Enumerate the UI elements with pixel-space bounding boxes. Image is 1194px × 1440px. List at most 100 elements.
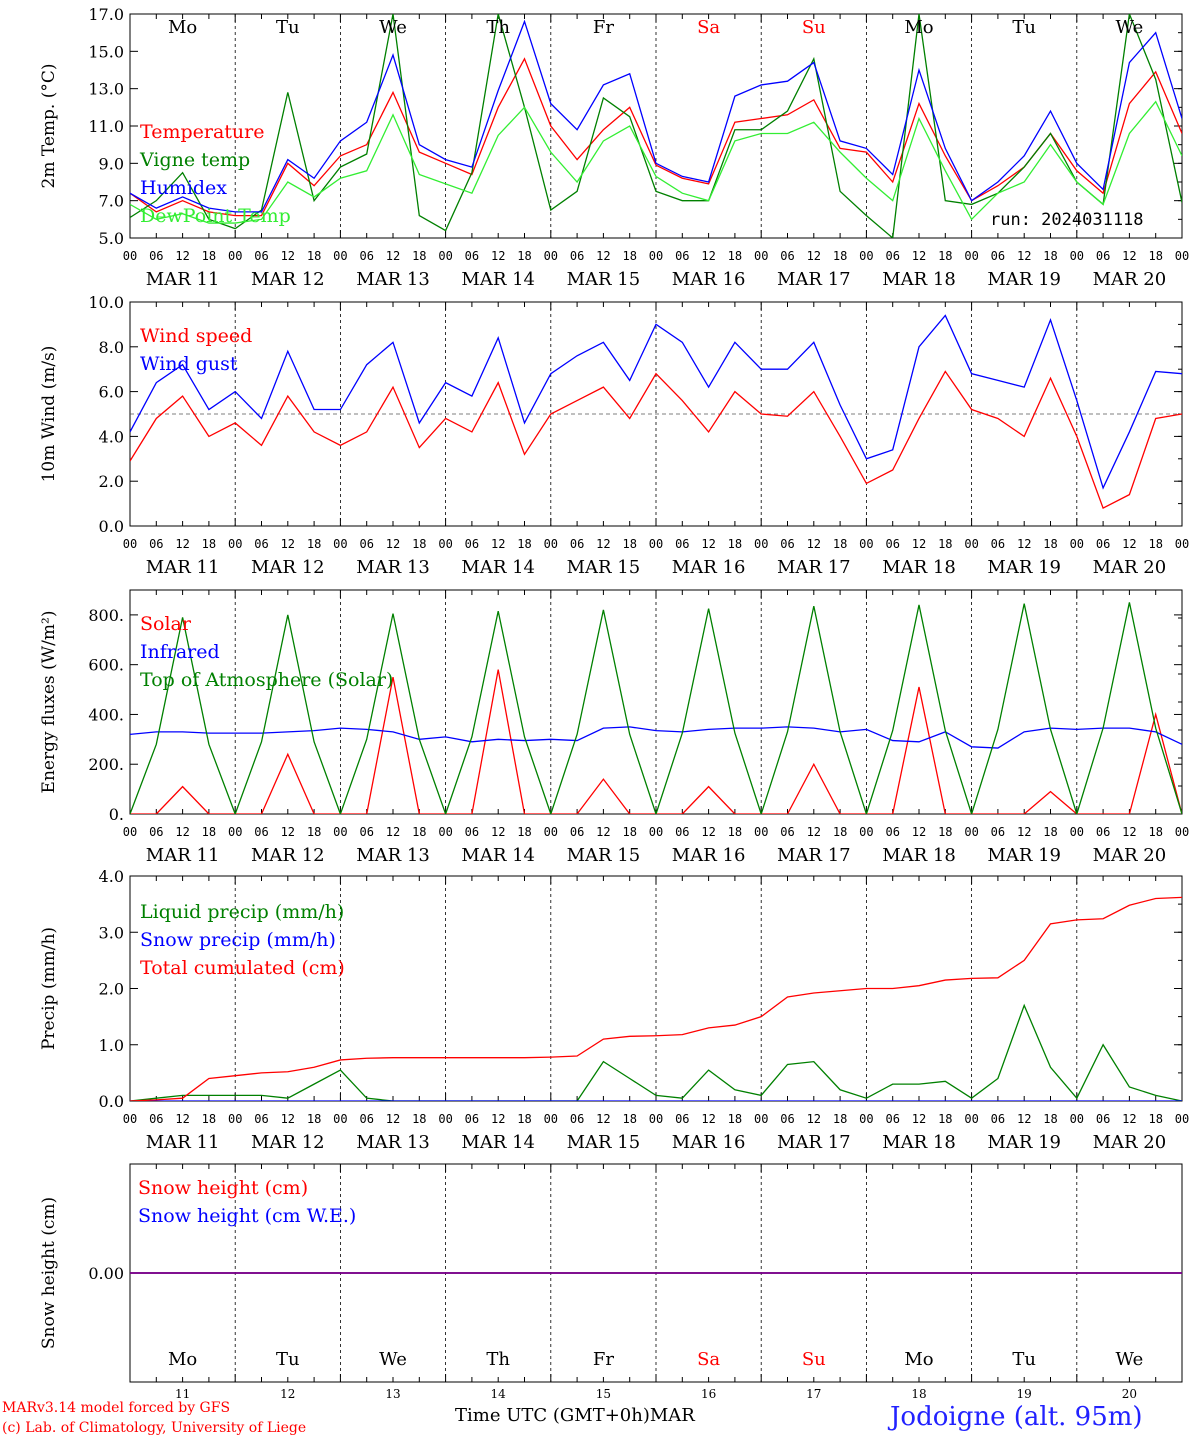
- series-line-1: [130, 57, 1182, 217]
- hour-tick-label: 18: [938, 537, 952, 551]
- hour-tick-label: 00: [333, 249, 347, 263]
- hour-tick-label: 00: [333, 1112, 347, 1126]
- hour-tick-label: 12: [491, 825, 505, 839]
- hour-tick-label: 06: [254, 249, 268, 263]
- hour-tick-label: 12: [1122, 249, 1136, 263]
- panel-2: [129, 301, 1183, 527]
- date-label: MAR 16: [672, 1132, 746, 1153]
- date-label: MAR 12: [251, 269, 325, 290]
- legend-entry: Temperature: [140, 121, 264, 143]
- hour-tick-label: 06: [254, 1112, 268, 1126]
- hour-tick-label: 00: [123, 537, 137, 551]
- hour-tick-label: 00: [649, 249, 663, 263]
- legend-entry: Infrared: [140, 641, 220, 663]
- hour-tick-label: 12: [807, 1112, 821, 1126]
- day-number: 18: [911, 1387, 926, 1401]
- hour-tick-label: 18: [938, 825, 952, 839]
- hour-tick-label: 06: [465, 249, 479, 263]
- hour-tick-label: 00: [438, 537, 452, 551]
- day-number: 17: [806, 1387, 821, 1401]
- day-of-week-top: We: [1116, 17, 1144, 38]
- hour-tick-label: 06: [991, 825, 1005, 839]
- hour-tick-label: 00: [859, 249, 873, 263]
- date-label: MAR 20: [1093, 845, 1167, 866]
- date-label: MAR 20: [1093, 557, 1167, 578]
- hour-tick-label: 00: [1070, 537, 1084, 551]
- day-number: 20: [1122, 1387, 1137, 1401]
- hour-tick-label: 00: [859, 825, 873, 839]
- hour-tick-label: 06: [1096, 1112, 1110, 1126]
- y-tick-label: 0.0: [99, 517, 124, 536]
- hour-tick-label: 18: [517, 825, 531, 839]
- date-label: MAR 12: [251, 557, 325, 578]
- day-of-week-bottom: Mo: [168, 1349, 197, 1370]
- hour-tick-label: 00: [544, 249, 558, 263]
- hour-tick-label: 06: [1096, 825, 1110, 839]
- date-label: MAR 15: [567, 845, 641, 866]
- hour-tick-label: 00: [1175, 825, 1189, 839]
- x-axis-label: Time UTC (GMT+0h): [455, 1405, 650, 1426]
- hour-tick-label: 00: [123, 249, 137, 263]
- hour-tick-label: 06: [149, 1112, 163, 1126]
- day-of-week-top: Mo: [904, 17, 933, 38]
- hour-tick-label: 00: [1070, 1112, 1084, 1126]
- hour-tick-label: 06: [780, 537, 794, 551]
- y-tick-label: 10.0: [88, 293, 124, 312]
- series-line-1: [130, 1003, 1182, 1101]
- hour-tick-label: 06: [149, 537, 163, 551]
- y-tick-label: 0.: [109, 805, 124, 824]
- hour-tick-label: 18: [1148, 537, 1162, 551]
- panel-3: [129, 589, 1183, 815]
- hour-tick-label: 00: [123, 1112, 137, 1126]
- date-label: MAR 18: [882, 845, 956, 866]
- y-tick-label: 4.0: [99, 867, 124, 886]
- hour-tick-label: 06: [675, 1112, 689, 1126]
- day-of-week-top: Sa: [697, 17, 720, 38]
- hour-tick-label: 18: [202, 249, 216, 263]
- series-line-2: [130, 314, 1182, 490]
- day-of-week-bottom: We: [379, 1349, 407, 1370]
- hour-tick-label: 06: [570, 825, 584, 839]
- series-line-3: [130, 19, 1182, 213]
- day-of-week-top: Tu: [276, 17, 300, 38]
- hour-tick-label: 12: [701, 249, 715, 263]
- hour-tick-label: 00: [228, 825, 242, 839]
- hour-tick-label: 12: [701, 1112, 715, 1126]
- legend-entry: Snow height (cm W.E.): [138, 1205, 356, 1227]
- hour-tick-label: 00: [544, 537, 558, 551]
- day-of-week-bottom: Su: [802, 1349, 826, 1370]
- day-number: 12: [280, 1387, 295, 1401]
- hour-tick-label: 12: [281, 1112, 295, 1126]
- series-line-2: [130, 14, 1182, 238]
- hour-tick-label: 06: [991, 537, 1005, 551]
- hour-tick-label: 06: [1096, 249, 1110, 263]
- hour-tick-label: 18: [622, 825, 636, 839]
- y-tick-label: 11.0: [88, 117, 124, 136]
- date-label: MAR 19: [987, 1132, 1061, 1153]
- date-label: MAR 19: [987, 269, 1061, 290]
- y-tick-label: 2.0: [99, 980, 124, 999]
- date-label: MAR 11: [146, 557, 220, 578]
- hour-tick-label: 18: [728, 1112, 742, 1126]
- hour-tick-label: 00: [1175, 1112, 1189, 1126]
- hour-tick-label: 06: [465, 537, 479, 551]
- hour-tick-label: 18: [202, 825, 216, 839]
- date-label: MAR 15: [567, 269, 641, 290]
- hour-tick-label: 12: [1017, 537, 1031, 551]
- hour-tick-label: 00: [859, 537, 873, 551]
- hour-tick-label: 18: [412, 1112, 426, 1126]
- date-label: MAR 11: [146, 269, 220, 290]
- hour-tick-label: 18: [1043, 537, 1057, 551]
- hour-tick-label: 00: [859, 1112, 873, 1126]
- hour-tick-label: 12: [701, 537, 715, 551]
- hour-tick-label: 18: [1043, 825, 1057, 839]
- hour-tick-label: 00: [544, 1112, 558, 1126]
- hour-tick-label: 18: [307, 249, 321, 263]
- hour-tick-label: 06: [1096, 537, 1110, 551]
- y-tick-label: 1.0: [99, 1036, 124, 1055]
- hour-tick-label: 06: [675, 825, 689, 839]
- hour-tick-label: 12: [596, 1112, 610, 1126]
- series-line-1: [130, 370, 1182, 509]
- day-of-week-bottom: Th: [486, 1349, 510, 1370]
- x-axis-title: Time UTC (GMT+0h)MAR: [455, 1405, 695, 1426]
